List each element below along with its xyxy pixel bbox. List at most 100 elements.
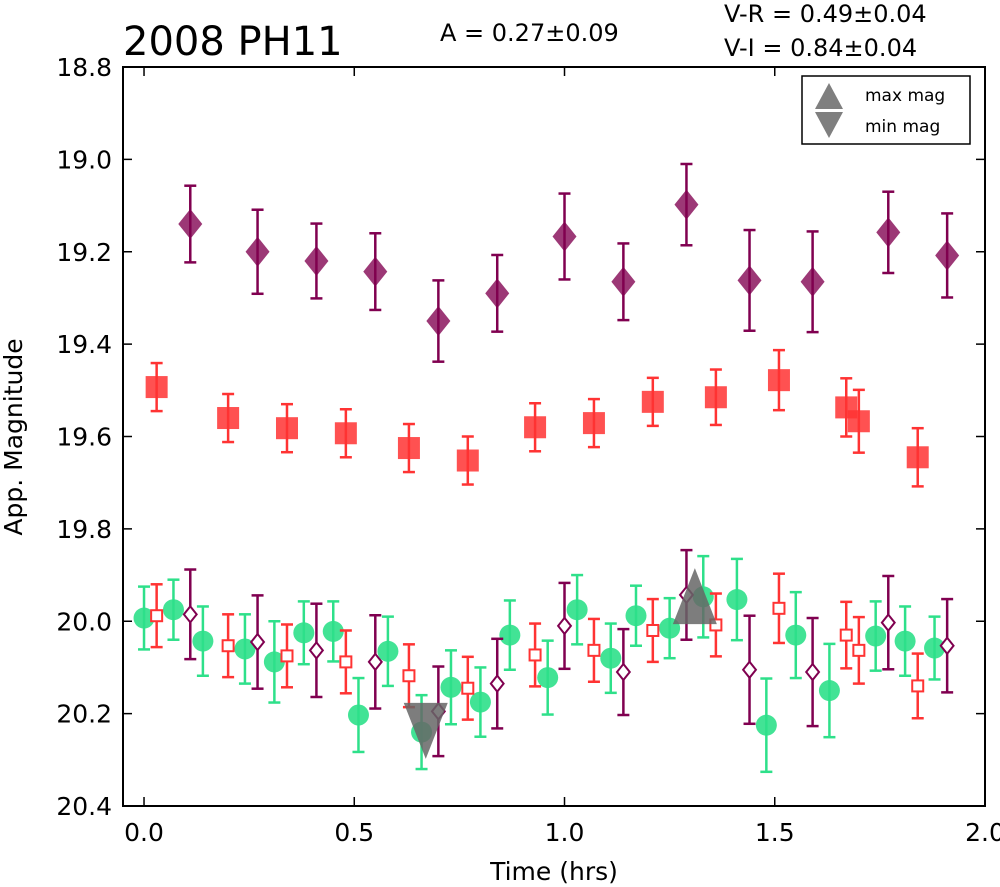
data-point-r-shifted	[772, 601, 786, 615]
data-point-i-shifted	[804, 662, 821, 682]
data-point-v	[469, 691, 491, 713]
data-point-r	[906, 446, 929, 469]
min-mag-marker	[403, 702, 448, 759]
data-point-r-shifted	[709, 618, 723, 632]
data-point-i	[363, 256, 388, 287]
vi-color-annotation: V-I = 0.84±0.04	[724, 34, 917, 62]
data-point-i	[178, 209, 203, 240]
data-point-i	[245, 236, 270, 267]
y-tick-label: 20.4	[56, 792, 112, 821]
data-point-r	[524, 416, 547, 439]
data-point-v	[625, 605, 647, 627]
data-point-i-shifted	[556, 616, 573, 636]
data-point-v	[755, 714, 777, 736]
y-tick-label: 18.8	[56, 53, 112, 82]
data-point-r-shifted	[911, 679, 925, 693]
data-point-i	[800, 266, 825, 297]
amplitude-annotation: A = 0.27±0.09	[440, 19, 619, 47]
data-point-i	[876, 217, 901, 248]
data-point-i-shifted	[249, 632, 266, 652]
legend: max mag min mag	[801, 75, 971, 145]
data-point-r-shifted	[339, 655, 353, 669]
data-point-r-shifted	[646, 623, 660, 637]
data-point-r-shifted	[839, 628, 853, 642]
data-point-v	[499, 624, 521, 646]
x-tick-label: 0.5	[334, 818, 374, 847]
y-tick-label: 20.2	[56, 700, 112, 729]
data-point-v	[263, 651, 285, 673]
data-point-v	[293, 622, 315, 644]
data-point-v	[377, 640, 399, 662]
data-point-i-shifted	[741, 660, 758, 680]
data-point-r	[456, 449, 479, 472]
data-point-r-shifted	[221, 639, 235, 653]
data-point-i-shifted	[615, 662, 632, 682]
data-point-i	[485, 278, 510, 309]
y-tick-label: 19.8	[56, 515, 112, 544]
data-point-i	[935, 240, 960, 271]
y-tick-label: 19.2	[56, 238, 112, 267]
data-point-r	[582, 412, 605, 435]
y-axis-title: App. Magnitude	[0, 338, 28, 535]
data-point-i-shifted	[489, 674, 505, 694]
max-mag-marker	[672, 568, 717, 625]
data-point-i	[304, 245, 329, 276]
legend-min-mag-marker	[815, 112, 843, 138]
data-point-r	[767, 369, 790, 392]
legend-min-mag-label: min mag	[865, 117, 940, 137]
data-point-i-shifted	[880, 613, 896, 633]
data-point-v	[192, 630, 214, 652]
data-point-r	[334, 422, 357, 445]
y-tick-label: 19.6	[56, 423, 112, 452]
y-tick-label: 19.4	[56, 330, 112, 359]
vr-color-annotation: V-R = 0.49±0.04	[724, 0, 927, 28]
data-point-r	[704, 386, 727, 409]
data-point-r	[275, 417, 298, 440]
data-point-v	[894, 630, 916, 652]
data-point-v	[726, 589, 748, 611]
data-point-v	[537, 667, 559, 689]
data-point-v	[566, 599, 588, 621]
plot-area	[123, 67, 985, 806]
legend-max-mag-marker	[815, 83, 843, 109]
data-point-r-shifted	[150, 609, 164, 623]
data-point-r-shifted	[528, 648, 542, 662]
series-r	[145, 348, 929, 488]
data-point-v	[322, 620, 344, 642]
data-point-r	[217, 407, 240, 430]
x-tick-label: 1.5	[755, 818, 795, 847]
data-point-r-shifted	[280, 649, 294, 663]
chart-title: 2008 PH11	[123, 19, 343, 65]
data-point-i-shifted	[182, 604, 198, 624]
data-point-i-shifted	[367, 652, 383, 672]
data-point-i	[674, 189, 699, 220]
data-point-r-shifted	[852, 643, 866, 657]
data-point-v	[440, 676, 462, 698]
data-point-r	[145, 376, 168, 399]
x-tick-label: 2.0	[965, 818, 1000, 847]
data-point-i-shifted	[308, 640, 325, 660]
data-point-i-shifted	[939, 636, 955, 656]
x-tick-label: 0.0	[124, 818, 164, 847]
data-point-r-shifted	[587, 643, 601, 657]
x-axis-title: Time (hrs)	[489, 857, 618, 886]
data-point-r	[641, 390, 664, 413]
data-point-v	[865, 625, 887, 647]
data-point-r-shifted	[402, 669, 416, 683]
x-tick-label: 1.0	[545, 818, 585, 847]
data-point-v	[162, 599, 184, 621]
y-tick-label: 20.0	[56, 607, 112, 636]
data-point-v	[785, 624, 807, 646]
data-point-r	[397, 437, 420, 460]
y-tick-label: 19.0	[56, 145, 112, 174]
data-point-i	[737, 265, 762, 296]
data-point-v	[347, 704, 369, 726]
data-point-v	[133, 607, 155, 629]
data-point-r	[847, 410, 870, 433]
data-point-v	[924, 637, 946, 659]
data-point-i	[426, 306, 451, 337]
series-r-shifted	[150, 572, 925, 721]
legend-max-mag-label: max mag	[865, 86, 945, 106]
series-v	[133, 554, 946, 774]
